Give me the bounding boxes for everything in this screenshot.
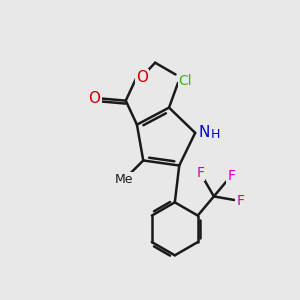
Text: O: O — [136, 70, 148, 85]
Text: Cl: Cl — [178, 74, 192, 88]
Text: N: N — [198, 125, 210, 140]
Text: H: H — [211, 128, 220, 140]
Text: Me: Me — [115, 173, 133, 186]
Text: O: O — [88, 91, 100, 106]
Text: F: F — [227, 169, 235, 183]
Text: F: F — [196, 166, 204, 180]
Text: F: F — [236, 194, 244, 208]
